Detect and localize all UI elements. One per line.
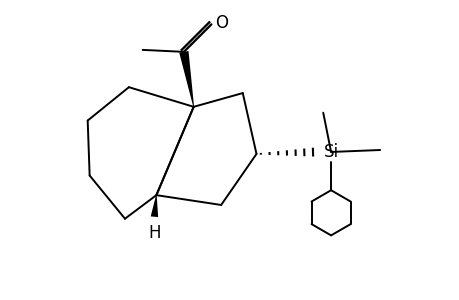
Text: Si: Si — [323, 143, 338, 161]
Polygon shape — [179, 51, 194, 107]
Polygon shape — [151, 195, 158, 217]
Text: H: H — [148, 224, 160, 242]
Text: O: O — [215, 14, 228, 32]
